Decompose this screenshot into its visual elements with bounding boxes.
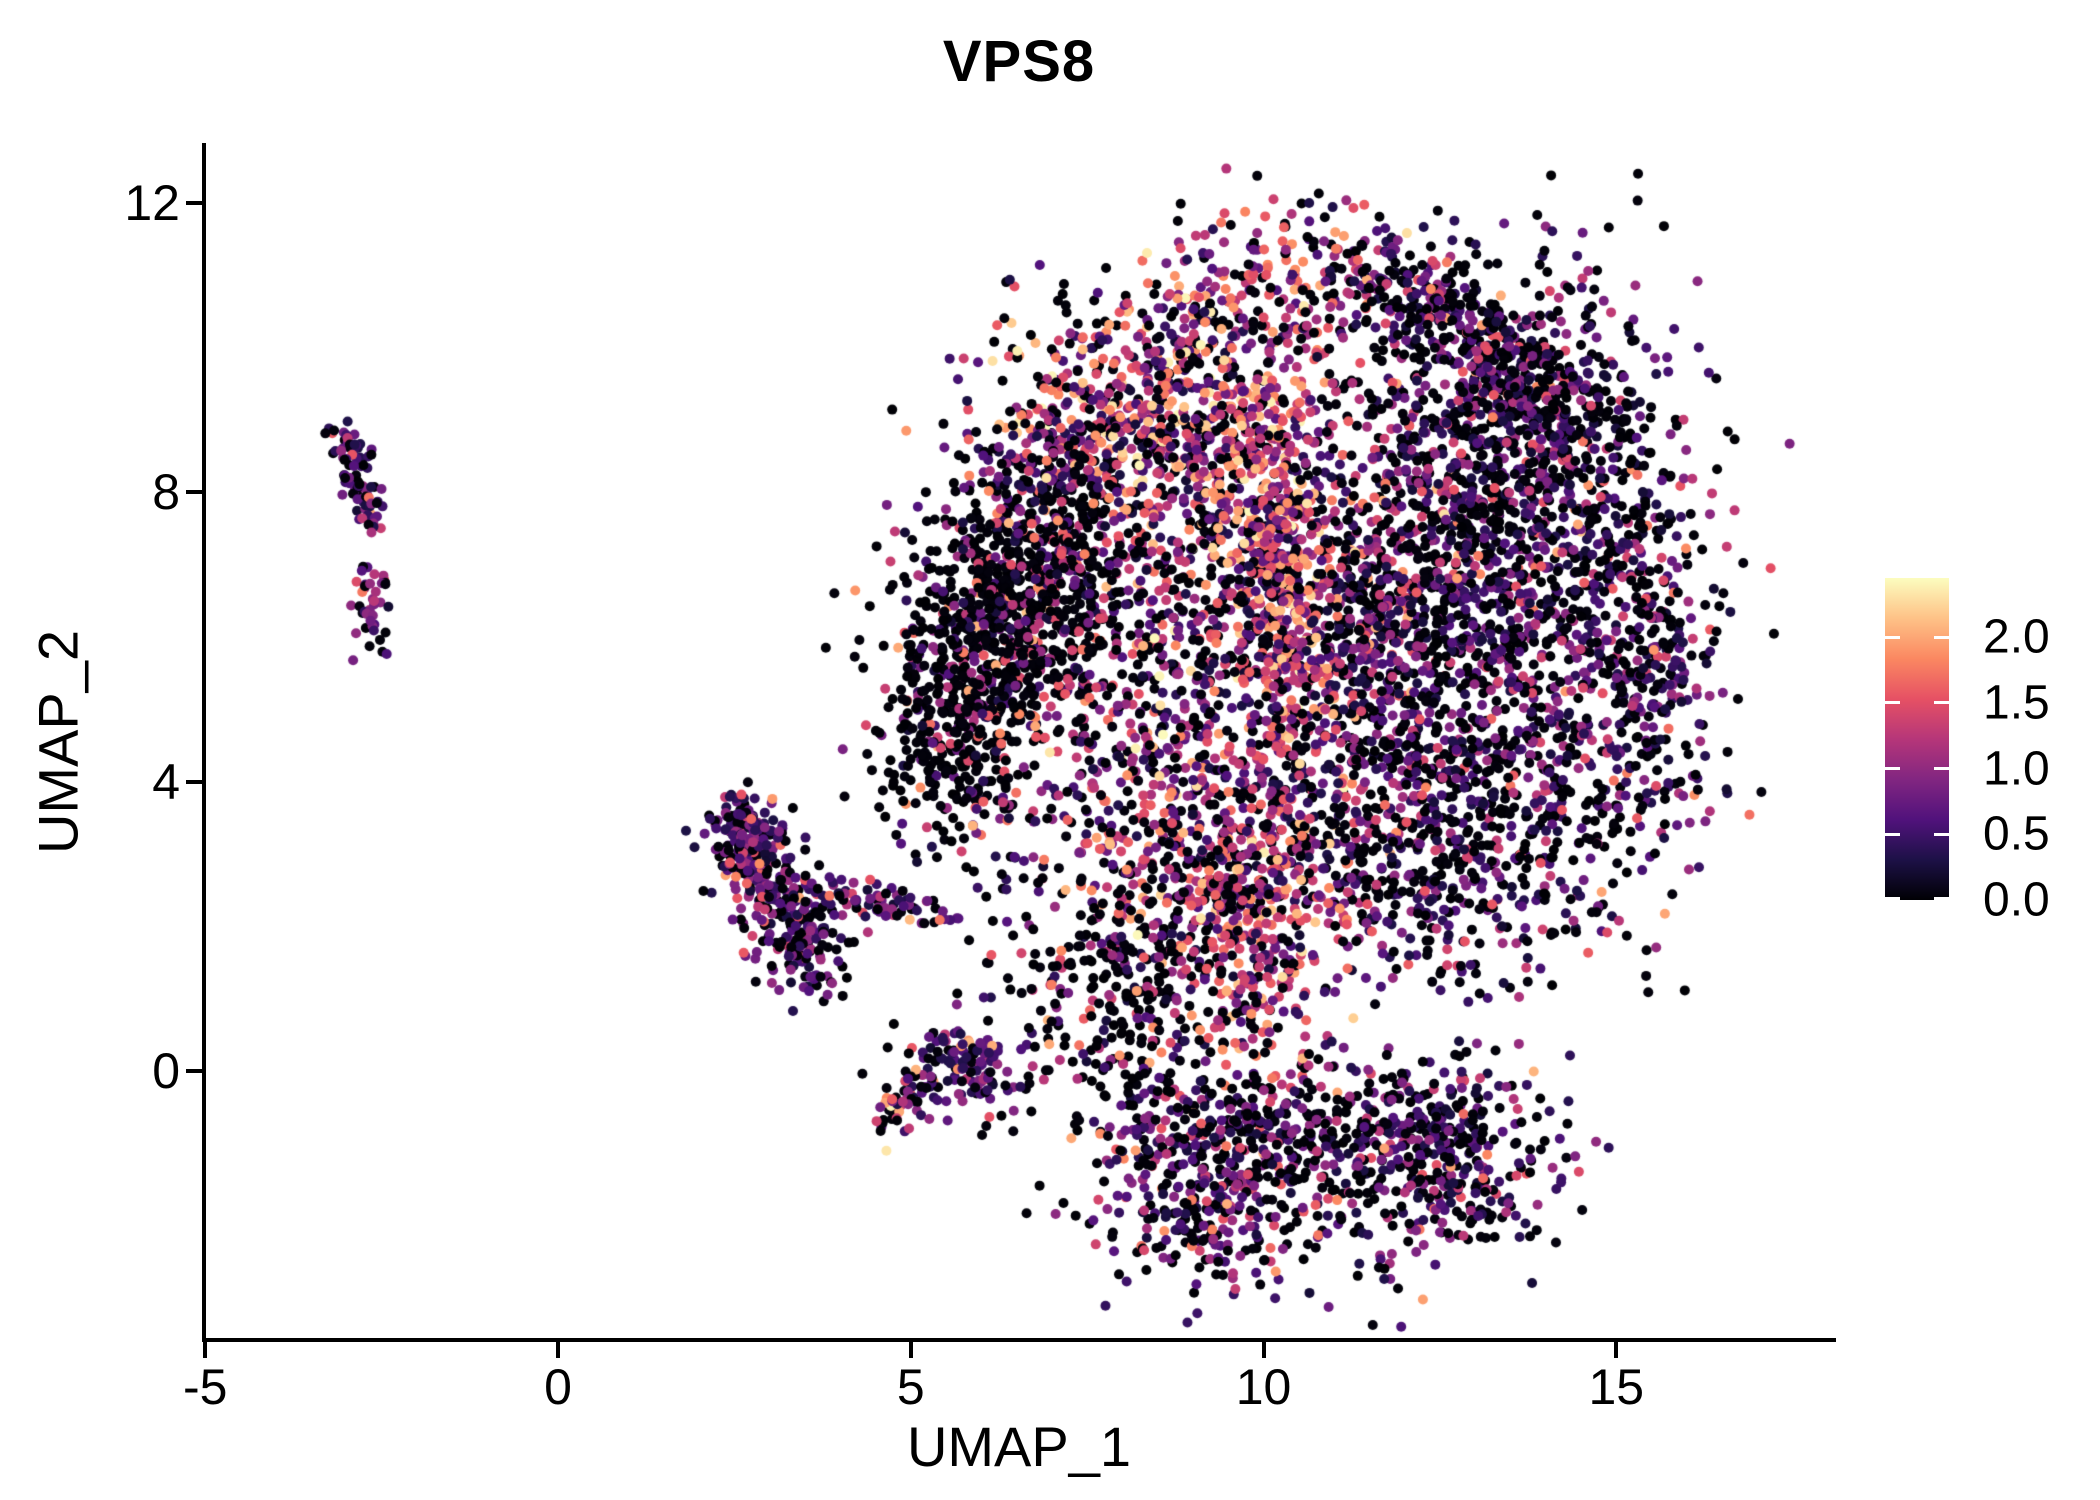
colorbar-tick-label: 2.0 bbox=[1983, 610, 2050, 664]
x-tick-label: 15 bbox=[1588, 1359, 1645, 1415]
colorbar-tick-mark bbox=[1934, 832, 1949, 836]
colorbar-tick-label: 1.5 bbox=[1983, 676, 2050, 730]
colorbar-tick-mark bbox=[1885, 767, 1900, 771]
colorbar-tick-mark bbox=[1934, 635, 1949, 639]
colorbar-tick-label: 0.5 bbox=[1983, 807, 2050, 861]
colorbar-tick-mark bbox=[1934, 897, 1949, 900]
x-tick-mark bbox=[556, 1342, 560, 1358]
y-tick-mark bbox=[186, 1069, 202, 1073]
y-axis-title: UMAP_2 bbox=[26, 629, 90, 855]
colorbar-tick-mark bbox=[1885, 832, 1900, 836]
colorbar-tick-mark bbox=[1885, 635, 1900, 639]
x-tick-mark bbox=[1614, 1342, 1619, 1358]
x-tick-label: 10 bbox=[1235, 1359, 1292, 1415]
y-axis-line bbox=[202, 143, 206, 1342]
x-tick-label: 5 bbox=[896, 1359, 925, 1415]
x-tick-label: -5 bbox=[183, 1359, 228, 1415]
x-axis-line bbox=[202, 1338, 1836, 1342]
colorbar-tick-label: 1.0 bbox=[1983, 742, 2050, 796]
colorbar-tick-mark bbox=[1885, 701, 1900, 705]
x-tick-mark bbox=[1261, 1342, 1266, 1358]
y-tick-label: 12 bbox=[124, 174, 180, 231]
x-tick-label: 0 bbox=[544, 1359, 572, 1415]
y-tick-label: 8 bbox=[152, 464, 180, 521]
y-tick-mark bbox=[186, 779, 202, 784]
colorbar-tick-label: 0.0 bbox=[1983, 873, 2050, 927]
colorbar-tick-mark bbox=[1934, 701, 1949, 705]
x-tick-mark bbox=[908, 1342, 913, 1358]
y-tick-label: 0 bbox=[152, 1043, 180, 1099]
y-tick-mark bbox=[186, 490, 202, 495]
colorbar-tick-mark bbox=[1934, 767, 1949, 771]
y-tick-label: 4 bbox=[152, 753, 180, 810]
x-axis-title: UMAP_1 bbox=[906, 1415, 1132, 1478]
y-tick-mark bbox=[186, 200, 202, 205]
x-tick-mark bbox=[203, 1342, 208, 1358]
colorbar-tick-mark bbox=[1885, 897, 1900, 900]
colorbar-gradient bbox=[1885, 578, 1949, 900]
